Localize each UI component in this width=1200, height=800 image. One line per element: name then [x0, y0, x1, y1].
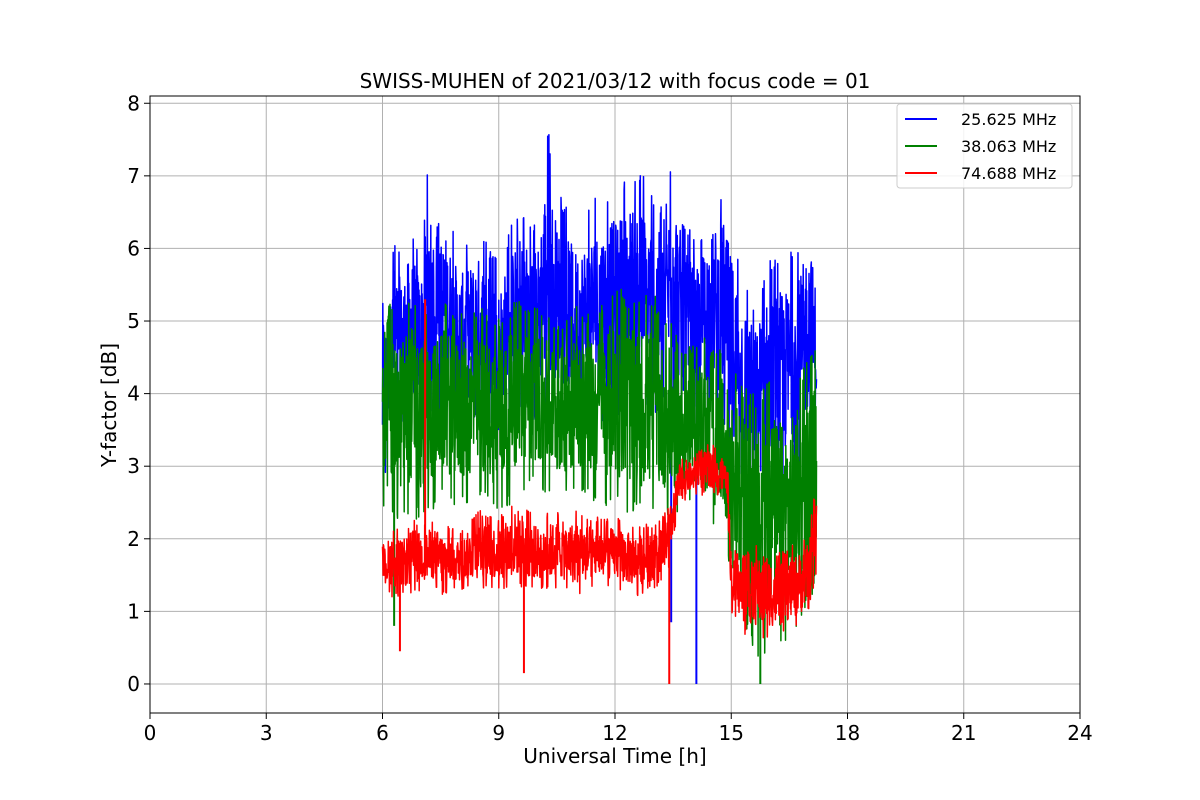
x-tick-label: 24	[1067, 721, 1092, 745]
x-tick-label: 15	[719, 721, 744, 745]
y-axis-label: Y-factor [dB]	[97, 343, 121, 468]
series-line	[381, 444, 818, 639]
series-layer	[381, 133, 818, 684]
y-tick-label: 0	[127, 672, 140, 696]
y-tick-label: 5	[127, 309, 140, 333]
series-line	[381, 288, 818, 657]
x-tick-label: 12	[602, 721, 627, 745]
series-3	[381, 299, 818, 684]
y-tick-label: 8	[127, 91, 140, 115]
y-tick-label: 6	[127, 236, 140, 260]
x-tick-label: 9	[492, 721, 505, 745]
legend-label: 25.625 MHz	[961, 110, 1056, 129]
y-tick-label: 3	[127, 454, 140, 478]
legend: 25.625 MHz 38.063 MHz 74.688 MHz	[896, 103, 1073, 189]
legend-label: 38.063 MHz	[961, 137, 1056, 156]
y-tick-label: 1	[127, 599, 140, 623]
x-tick-label: 6	[376, 721, 389, 745]
y-tick-label: 2	[127, 527, 140, 551]
chart-title: SWISS-MUHEN of 2021/03/12 with focus cod…	[360, 69, 871, 93]
x-tick-label: 21	[951, 721, 976, 745]
y-tick-label: 7	[127, 164, 140, 188]
y-tick-label: 4	[127, 382, 140, 406]
x-tick-label: 3	[260, 721, 273, 745]
legend-box	[896, 103, 1073, 189]
x-tick-label: 18	[835, 721, 860, 745]
x-axis-label: Universal Time [h]	[523, 744, 706, 768]
legend-label: 74.688 MHz	[961, 164, 1056, 183]
x-tick-label: 0	[144, 721, 157, 745]
